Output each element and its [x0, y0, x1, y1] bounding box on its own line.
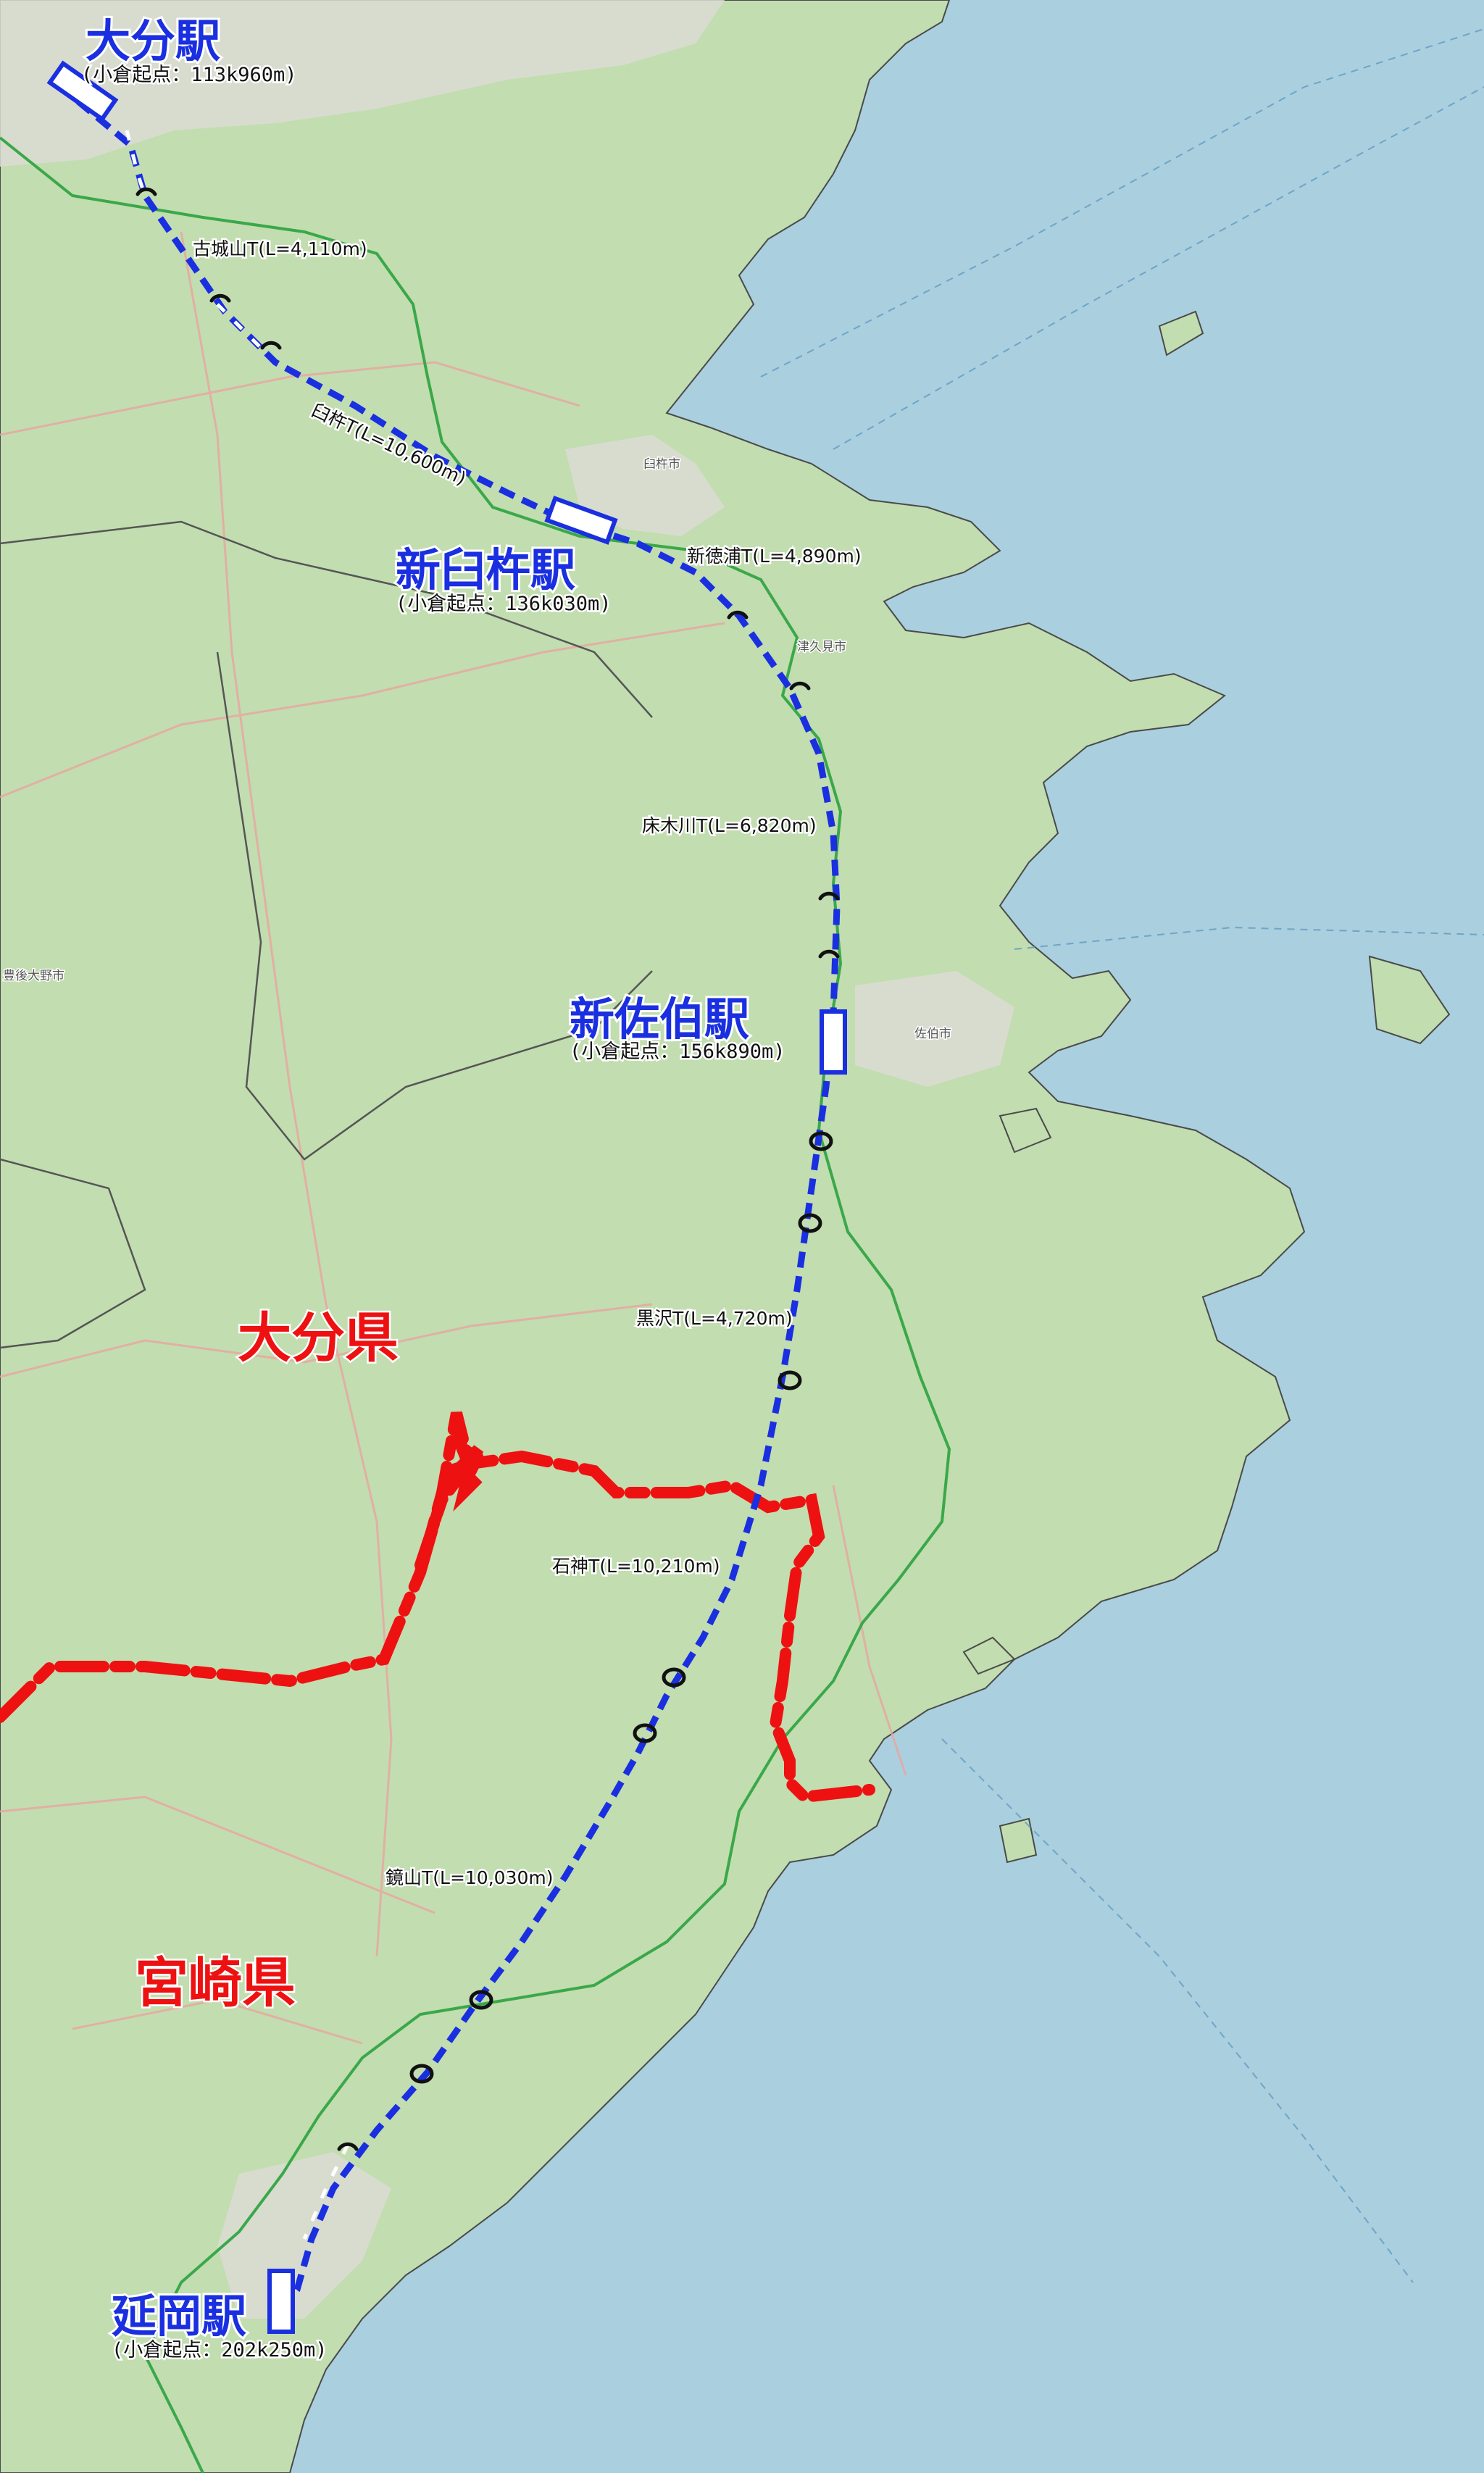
- island-2: [999, 1107, 1052, 1154]
- island-4: [999, 1817, 1038, 1864]
- urban-oita: [0, 0, 725, 167]
- tunnel-label-kagamiyama: 鏡山T(L=10,030m): [385, 1867, 553, 1888]
- tunnel-label-kurosawa: 黒沢T(L=4,720m): [636, 1308, 793, 1329]
- islands: [962, 310, 1451, 1864]
- portal-icon: [778, 1370, 802, 1390]
- station-name-shin-usuki: 新臼杵駅: [396, 543, 575, 596]
- place-label-bungo-ono: 豊後大野市: [3, 969, 64, 983]
- portal-icon: [260, 341, 282, 350]
- place-labels: 臼杵市 津久見市 佐伯市 豊後大野市: [2, 456, 953, 1043]
- station-km-nobeoka: (小倉起点：202k250m): [112, 2339, 328, 2361]
- existing-rail-line: [0, 136, 951, 2473]
- portal-icon: [633, 1723, 657, 1743]
- island-3: [962, 1636, 1016, 1675]
- portal-icon: [818, 949, 840, 959]
- tunnel-label-kojoyama: 古城山T(L=4,110m): [193, 238, 367, 259]
- prefecture-labels: 大分県 宮崎県: [133, 1306, 401, 2017]
- planned-route: [76, 99, 841, 2306]
- tunnel-label-shintokuura: 新徳浦T(L=4,890m): [687, 546, 862, 567]
- tunnel-label-tokogigawa: 床木川T(L=6,820m): [642, 815, 817, 836]
- station-name-shin-saiki: 新佐伯駅: [570, 993, 749, 1046]
- island-1: [1158, 310, 1204, 356]
- route-line: [76, 99, 841, 2306]
- tunnel-portals: [136, 187, 840, 2151]
- tunnel-label-ishigami: 石神T(L=10,210m): [552, 1556, 720, 1577]
- station-name-nobeoka: 延岡駅: [112, 2290, 246, 2343]
- station-km-oita: (小倉起点：113k960m): [81, 64, 297, 86]
- place-label-usuki: 臼杵市: [643, 457, 680, 472]
- portal-icon: [209, 293, 231, 303]
- station-marker-shin-usuki[interactable]: [544, 496, 618, 545]
- station-name-oita: 大分駅: [86, 14, 220, 67]
- portal-icon: [136, 187, 157, 196]
- place-label-saiki: 佐伯市: [914, 1027, 951, 1041]
- place-label-tsukumi: 津久見市: [797, 640, 846, 654]
- portal-icon: [798, 1213, 822, 1233]
- land-mass: [0, 0, 1306, 2473]
- island-5: [1368, 955, 1451, 1045]
- station-marker-oita[interactable]: [46, 60, 119, 122]
- station-km-shin-usuki: (小倉起点：136k030m): [396, 593, 612, 615]
- district-boundaries: [0, 520, 653, 1349]
- portal-icon: [662, 1667, 686, 1688]
- station-markers: [46, 60, 847, 2334]
- portal-icon: [469, 1990, 493, 2010]
- sea-lanes: [760, 28, 1484, 2283]
- urban-saiki: [855, 971, 1014, 1087]
- prefecture-border-main: [414, 1450, 875, 1803]
- station-km-shin-saiki: (小倉起点：156k890m): [570, 1041, 785, 1063]
- portal-icon: [727, 610, 749, 620]
- roads: [0, 231, 907, 2045]
- portal-icon: [789, 681, 811, 691]
- portal-icon: [809, 1131, 833, 1151]
- prefecture-label-miyazaki: 宮崎県: [135, 1952, 296, 2014]
- portal-icon: [818, 891, 840, 901]
- portal-icon: [409, 2064, 434, 2084]
- station-marker-nobeoka[interactable]: [267, 2269, 295, 2334]
- portal-icon: [337, 2142, 359, 2151]
- station-labels: 大分駅 (小倉起点：113k960m) 新臼杵駅 (小倉起点：136k030m)…: [80, 12, 788, 2364]
- prefecture-label-oita: 大分県: [238, 1307, 399, 1369]
- urban-usuki: [565, 435, 725, 536]
- station-marker-shin-saiki[interactable]: [820, 1009, 847, 1075]
